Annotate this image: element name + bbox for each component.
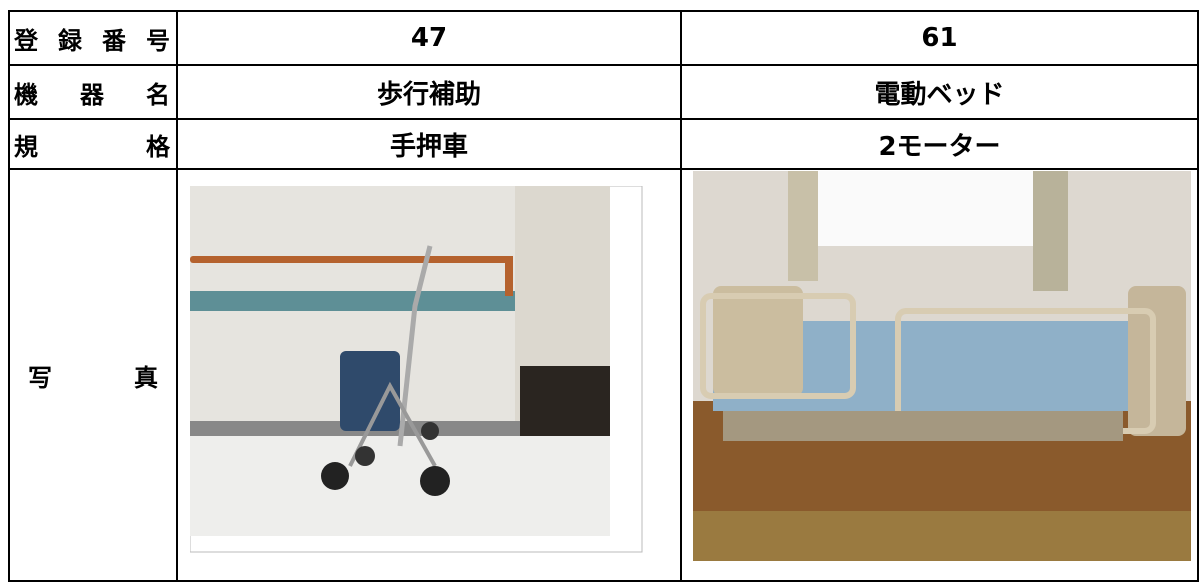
cell: 電動ベッド <box>680 64 1199 120</box>
row: 登録番号 47 61 <box>8 10 1199 66</box>
photo-cell <box>680 168 1199 582</box>
cell: 2モーター <box>680 118 1199 170</box>
equipment-table: 登録番号 47 61 機器名 歩行補助 電動ベッド 規格 手押車 2モーター 写真 <box>8 10 1199 582</box>
label: 機器名 <box>8 64 178 120</box>
bed-photo <box>693 171 1191 561</box>
label: 登録番号 <box>8 10 178 66</box>
cell: 47 <box>176 10 682 66</box>
row: 機器名 歩行補助 電動ベッド <box>8 64 1199 120</box>
cell: 手押車 <box>176 118 682 170</box>
walker-photo <box>190 186 643 553</box>
cell: 歩行補助 <box>176 64 682 120</box>
cell: 61 <box>680 10 1199 66</box>
label: 写真 <box>8 168 178 582</box>
row: 写真 <box>8 168 1199 582</box>
photo-cell <box>176 168 682 582</box>
label: 規格 <box>8 118 178 170</box>
row: 規格 手押車 2モーター <box>8 118 1199 170</box>
